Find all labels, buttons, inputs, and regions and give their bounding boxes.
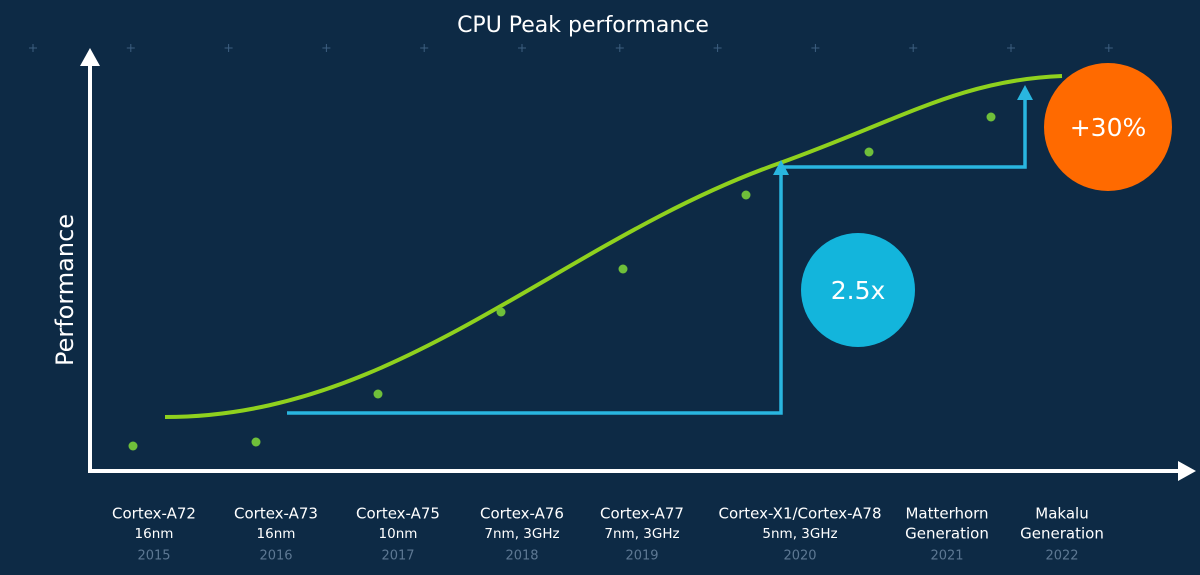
category-detail: Generation (1020, 525, 1104, 543)
step-arrow (781, 96, 1027, 169)
category-year: 2016 (259, 549, 292, 564)
y-axis-label: Performance (51, 214, 79, 366)
point (986, 112, 996, 122)
arrow-head (1017, 85, 1033, 100)
category-detail: Generation (905, 525, 989, 543)
category-labels: Cortex-A72 16nm 2015 Cortex-A73 16nm 2016 Cort… (112, 505, 1104, 564)
category-name: Cortex-X1/Cortex-A78 (718, 505, 881, 523)
grid-marks (29, 44, 1113, 52)
y-axis-arrow (80, 48, 100, 66)
point (741, 190, 751, 200)
category-detail: 16nm (135, 526, 174, 542)
category-detail: 10nm (379, 526, 418, 542)
category-year: 2018 (505, 549, 538, 564)
growth-label: 2.5x (831, 276, 886, 305)
category-year: 2022 (1045, 549, 1078, 564)
category-name: Cortex-A72 (112, 505, 196, 523)
category-name: Cortex-A75 (356, 505, 440, 523)
category-name: Cortex-A73 (234, 505, 318, 523)
category-year: 2020 (783, 549, 816, 564)
category-name: Matterhorn (905, 505, 988, 523)
trend-curve (164, 74, 1063, 419)
increase-label: +30% (1070, 113, 1147, 142)
category-detail: 7nm, 3GHz (484, 526, 559, 542)
category-name: Makalu (1035, 505, 1088, 523)
category-year: 2019 (625, 549, 658, 564)
category-year: 2015 (137, 549, 170, 564)
category-year: 2021 (930, 549, 963, 564)
category-detail: 16nm (257, 526, 296, 542)
point (618, 264, 628, 274)
data-points (128, 112, 996, 451)
x-axis-arrow (1178, 461, 1196, 481)
chart-title: CPU Peak performance (457, 13, 709, 38)
point (864, 147, 874, 157)
category-detail: 7nm, 3GHz (604, 526, 679, 542)
point (251, 437, 261, 447)
category-detail: 5nm, 3GHz (762, 526, 837, 542)
step-arrow (287, 172, 783, 415)
point (496, 307, 506, 317)
category-name: Cortex-A76 (480, 505, 564, 523)
growth-badge (801, 233, 915, 347)
category-name: Cortex-A77 (600, 505, 684, 523)
point (128, 441, 138, 451)
point (373, 389, 383, 399)
category-year: 2017 (381, 549, 414, 564)
increase-badge (1044, 63, 1172, 191)
